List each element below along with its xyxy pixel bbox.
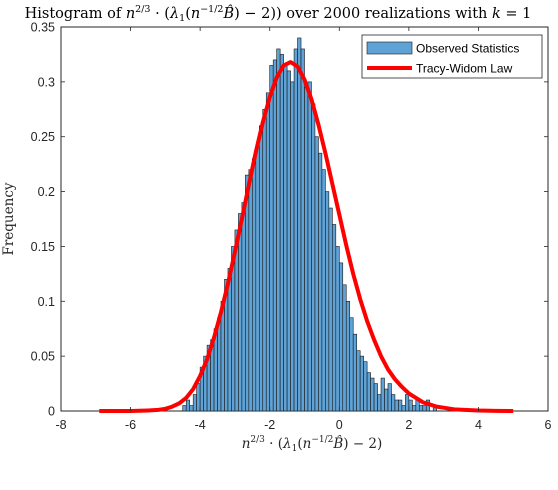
histogram-bar: [196, 383, 201, 412]
histogram-bar: [363, 361, 368, 412]
histogram-bar: [398, 399, 403, 412]
histogram-bar: [286, 70, 291, 412]
histogram-bar: [248, 169, 253, 412]
histogram-bar: [189, 405, 194, 412]
x-tick-label: -2: [264, 418, 275, 432]
histogram-bar: [192, 394, 197, 412]
histogram-bar: [245, 174, 250, 412]
histogram-bar: [314, 136, 319, 412]
histogram-bar: [293, 48, 298, 412]
tracy-widom-curve-layer: [99, 60, 514, 413]
histogram-bar: [377, 394, 382, 412]
histogram-bar: [328, 207, 333, 412]
histogram-bar: [342, 284, 347, 412]
histogram-bar: [408, 399, 413, 412]
histogram-bar: [272, 59, 277, 412]
histogram-bar: [380, 377, 385, 412]
histogram-bar: [238, 213, 243, 412]
legend-label-observed: Observed Statistics: [416, 42, 519, 56]
histogram-bar: [217, 317, 222, 412]
y-tick-label: 0.05: [31, 350, 55, 364]
histogram-bar: [255, 147, 260, 412]
histogram-bar: [269, 65, 274, 412]
x-axis-ticks: -8 -6 -4 -2 0 2 4 6: [55, 27, 552, 432]
histogram-bar: [297, 37, 302, 412]
histogram-bar: [391, 394, 396, 412]
histogram-bar: [338, 262, 344, 412]
histogram-bar: [387, 383, 392, 412]
histogram-bar: [304, 87, 309, 412]
histogram-bar: [401, 405, 406, 412]
histogram-bar: [311, 103, 316, 412]
histogram-bar: [265, 92, 271, 412]
histogram-bar: [418, 405, 424, 412]
y-tick-label: 0.2: [38, 185, 55, 199]
histogram-bar: [321, 169, 326, 412]
histogram-bar: [384, 388, 389, 412]
histogram-bar: [422, 405, 427, 412]
chart-title: Histogram of n2/3 · (λ1(n−1/2B̂) − 2)) o…: [25, 4, 532, 24]
legend-label-tracy-widom: Tracy-Widom Law: [416, 62, 513, 76]
histogram-bar: [356, 350, 361, 412]
histogram-bar: [241, 202, 246, 412]
histogram-bar: [352, 333, 357, 412]
histogram-bar: [373, 383, 378, 412]
y-axis-label: Frequency: [1, 182, 17, 255]
histogram-bar: [349, 317, 354, 412]
x-tick-label: -8: [55, 418, 66, 432]
histogram-bar: [394, 399, 399, 412]
x-tick-label: 2: [405, 418, 412, 432]
histogram-bar: [412, 405, 417, 412]
histogram-bar: [335, 246, 340, 412]
x-axis-label: n2/3 · (λ1(n−1/2B̂) − 2): [242, 435, 383, 454]
histogram-bar: [252, 158, 257, 412]
histogram-bar: [276, 48, 281, 412]
histogram-bar: [262, 108, 267, 412]
y-tick-label: 0.25: [31, 130, 55, 144]
histogram-bar: [307, 81, 312, 412]
histogram-bar: [370, 377, 375, 412]
x-tick-label: 4: [475, 418, 482, 432]
histogram-bar: [279, 54, 284, 412]
x-tick-label: -6: [125, 418, 136, 432]
histogram-bar: [359, 355, 364, 412]
y-tick-label: 0: [48, 405, 55, 419]
legend-patch-observed: [366, 41, 413, 55]
histogram-bar: [405, 394, 410, 412]
histogram-bar: [182, 405, 187, 412]
x-tick-label: 0: [336, 418, 343, 432]
histogram-bar: [283, 65, 288, 412]
histogram-bar: [258, 125, 264, 412]
y-axis-ticks: 0 0.05 0.1 0.15 0.2 0.25 0.3 0.35: [31, 21, 548, 419]
histogram-bar: [290, 81, 295, 412]
y-tick-label: 0.35: [31, 21, 55, 35]
y-tick-label: 0.3: [38, 75, 55, 89]
histogram-bar: [300, 48, 305, 412]
histogram-bar: [318, 152, 323, 412]
tracy-widom-curve: [99, 60, 514, 413]
y-tick-label: 0.15: [31, 240, 55, 254]
x-tick-label: -4: [195, 418, 206, 432]
histogram-bars: [182, 37, 437, 412]
histogram-bar: [325, 191, 330, 412]
y-tick-label: 0.1: [38, 295, 55, 309]
histogram-bar: [332, 224, 337, 412]
x-tick-label: 6: [545, 418, 552, 432]
histogram-bar: [185, 399, 191, 412]
histogram-bar: [366, 372, 371, 412]
legend: Observed Statistics Tracy-Widom Law: [361, 34, 543, 79]
histogram-bar: [345, 300, 351, 412]
